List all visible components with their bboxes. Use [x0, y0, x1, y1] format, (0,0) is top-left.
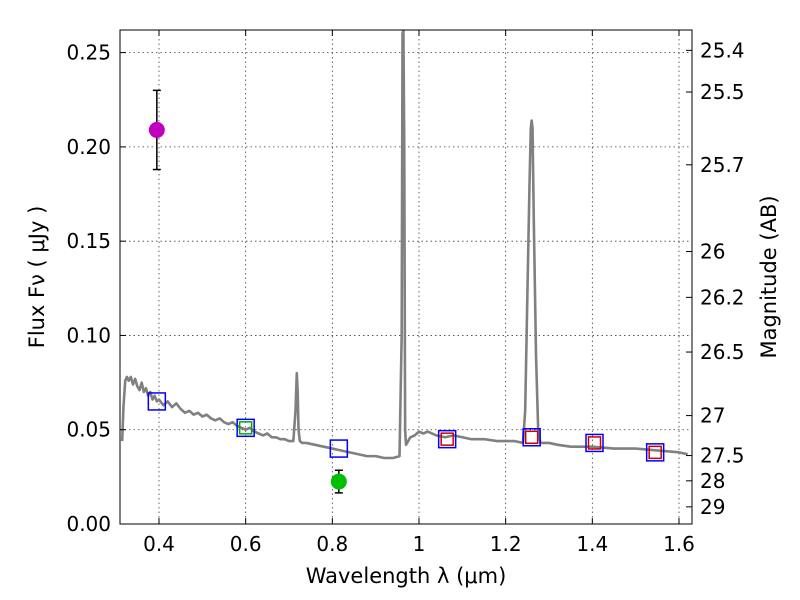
mag-tick-label: 26.5 [700, 340, 745, 364]
model-point-square [587, 436, 602, 450]
mag-tick-label: 25.4 [700, 38, 745, 62]
mag-tick-label: 26.2 [700, 285, 745, 309]
y-tick-label: 0.15 [66, 229, 111, 253]
sed-line [120, 30, 688, 460]
model-point-square [440, 432, 454, 446]
mag-tick-label: 25.7 [700, 153, 745, 177]
grid [120, 30, 692, 525]
y-axis-right-label: Magnitude (AB) [757, 195, 781, 358]
mag-tick-label: 27.5 [700, 444, 745, 468]
x-tick-label: 0.8 [316, 532, 348, 556]
model-point-square [329, 439, 349, 458]
x-tick-label: 0.6 [230, 532, 262, 556]
x-tick-label: 1 [413, 532, 426, 556]
observed-point [148, 121, 165, 138]
model-point-square [147, 392, 167, 411]
x-tick-label: 1.2 [490, 532, 522, 556]
model-point-square [236, 418, 255, 438]
y-tick-label: 0.00 [66, 512, 111, 536]
plot-area [120, 30, 688, 494]
model-point-square [524, 430, 539, 445]
plot-frame [119, 29, 693, 525]
model-point-square [522, 428, 541, 447]
observed-point [330, 473, 347, 490]
model-point-square [585, 433, 604, 453]
y-tick-label: 0.20 [66, 135, 111, 159]
mag-tick-label: 26 [700, 240, 725, 264]
model-point-square [437, 429, 457, 449]
model-point-square [238, 421, 253, 435]
x-axis-label: Wavelength λ (μm) [306, 564, 507, 588]
y-tick-label: 0.25 [66, 41, 111, 65]
x-tick-label: 1.4 [576, 532, 608, 556]
mag-tick-label: 29 [700, 495, 725, 519]
x-tick-label: 0.4 [143, 532, 175, 556]
x-tick-label: 1.6 [663, 532, 695, 556]
model-point-square [648, 445, 662, 460]
y-tick-label: 0.05 [66, 418, 111, 442]
axis-ticks: 0.4 0.6 0.8 1 1.2 1.4 1.6 0.00 0.05 0.10 0.15 0.20 0… [66, 30, 745, 556]
model-point-square [645, 443, 665, 462]
y-tick-label: 0.10 [66, 323, 111, 347]
series-group [120, 30, 688, 494]
mag-tick-label: 27 [700, 404, 725, 428]
mag-tick-label: 25.5 [700, 80, 745, 104]
y-axis-label: Flux Fν ( μJy ) [25, 206, 49, 349]
mag-tick-label: 28 [700, 469, 725, 493]
